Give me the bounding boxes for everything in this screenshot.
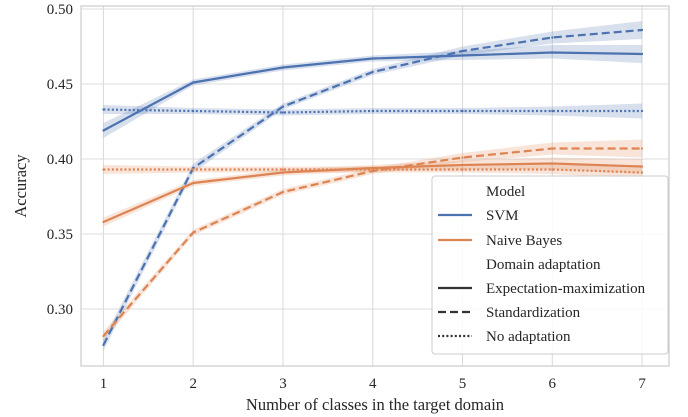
point-naive-bayes-no-adaptation-1 bbox=[102, 168, 105, 171]
point-svm-standardization-1 bbox=[102, 343, 105, 347]
legend: Model SVM Naive Bayes Domain adaptation … bbox=[431, 175, 669, 355]
point-naive-bayes-standardization-3 bbox=[281, 190, 285, 194]
point-naive-bayes-expectation-maximization-1 bbox=[102, 220, 105, 224]
point-svm-no-adaptation-6 bbox=[551, 109, 554, 113]
point-svm-no-adaptation-5 bbox=[461, 109, 464, 113]
band-svm-expectation-maximization bbox=[103, 45, 643, 138]
legend-label-no-adaptation: No adaptation bbox=[486, 329, 571, 345]
point-naive-bayes-no-adaptation-7 bbox=[640, 171, 644, 174]
y-tick-label: 0.45 bbox=[47, 77, 73, 93]
point-svm-expectation-maximization-5 bbox=[461, 54, 464, 57]
point-svm-standardization-7 bbox=[640, 28, 644, 32]
x-tick-label: 6 bbox=[549, 376, 557, 392]
legend-model-title: Model bbox=[486, 184, 525, 200]
point-naive-bayes-expectation-maximization-7 bbox=[640, 165, 644, 168]
x-axis-label: Number of classes in the target domain bbox=[246, 395, 504, 414]
point-svm-standardization-6 bbox=[551, 36, 554, 39]
point-naive-bayes-standardization-6 bbox=[551, 147, 554, 150]
point-naive-bayes-expectation-maximization-3 bbox=[281, 171, 285, 174]
point-svm-expectation-maximization-4 bbox=[371, 57, 374, 60]
plot-frame bbox=[80, 5, 670, 367]
point-svm-expectation-maximization-6 bbox=[551, 51, 554, 54]
band-naive-bayes-expectation-maximization bbox=[103, 157, 643, 227]
legend-label-expectation-maximization: Expectation-maximization bbox=[486, 281, 646, 297]
y-axis-label: Accuracy bbox=[11, 154, 30, 218]
point-naive-bayes-no-adaptation-3 bbox=[281, 168, 285, 171]
y-tick-labels: 0.30 0.35 0.40 0.45 0.50 bbox=[47, 2, 73, 318]
legend-label-svm: SVM bbox=[486, 208, 519, 224]
point-naive-bayes-standardization-1 bbox=[102, 334, 105, 338]
x-tick-label: 7 bbox=[638, 376, 646, 392]
point-naive-bayes-standardization-5 bbox=[461, 156, 464, 159]
x-tick-label: 4 bbox=[369, 376, 377, 392]
y-tick-label: 0.35 bbox=[47, 227, 73, 243]
point-svm-no-adaptation-4 bbox=[371, 109, 374, 113]
point-naive-bayes-no-adaptation-4 bbox=[371, 168, 374, 171]
point-naive-bayes-no-adaptation-5 bbox=[461, 168, 464, 171]
x-tick-label: 5 bbox=[459, 376, 467, 392]
point-svm-expectation-maximization-2 bbox=[192, 81, 195, 84]
point-svm-no-adaptation-1 bbox=[102, 108, 105, 111]
point-naive-bayes-expectation-maximization-6 bbox=[551, 162, 554, 165]
point-svm-no-adaptation-3 bbox=[281, 111, 285, 114]
x-tick-labels: 1 2 3 4 5 6 7 bbox=[100, 376, 647, 392]
point-naive-bayes-no-adaptation-2 bbox=[192, 168, 195, 171]
point-naive-bayes-expectation-maximization-5 bbox=[461, 163, 464, 167]
y-tick-label: 0.40 bbox=[47, 152, 73, 168]
legend-box bbox=[431, 175, 669, 355]
point-naive-bayes-no-adaptation-6 bbox=[551, 168, 554, 171]
series-lines bbox=[102, 28, 644, 347]
y-tick-label: 0.30 bbox=[47, 302, 73, 318]
point-svm-expectation-maximization-3 bbox=[281, 66, 285, 69]
x-tick-label: 3 bbox=[279, 376, 287, 392]
point-svm-no-adaptation-2 bbox=[192, 109, 195, 113]
point-naive-bayes-standardization-7 bbox=[640, 147, 644, 150]
point-svm-standardization-4 bbox=[371, 70, 374, 74]
point-svm-expectation-maximization-1 bbox=[102, 129, 105, 132]
x-tick-label: 2 bbox=[189, 376, 197, 392]
legend-label-standardization: Standardization bbox=[486, 305, 581, 321]
point-naive-bayes-standardization-2 bbox=[192, 231, 195, 234]
point-naive-bayes-expectation-maximization-2 bbox=[192, 181, 195, 185]
x-tick-label: 1 bbox=[100, 376, 108, 392]
y-tick-label: 0.50 bbox=[47, 2, 73, 18]
point-svm-no-adaptation-7 bbox=[640, 109, 644, 113]
point-svm-expectation-maximization-7 bbox=[640, 52, 644, 56]
point-svm-standardization-3 bbox=[281, 105, 285, 108]
point-svm-standardization-5 bbox=[461, 49, 464, 53]
legend-label-naive-bayes: Naive Bayes bbox=[486, 233, 562, 249]
legend-adaptation-title: Domain adaptation bbox=[486, 257, 601, 273]
